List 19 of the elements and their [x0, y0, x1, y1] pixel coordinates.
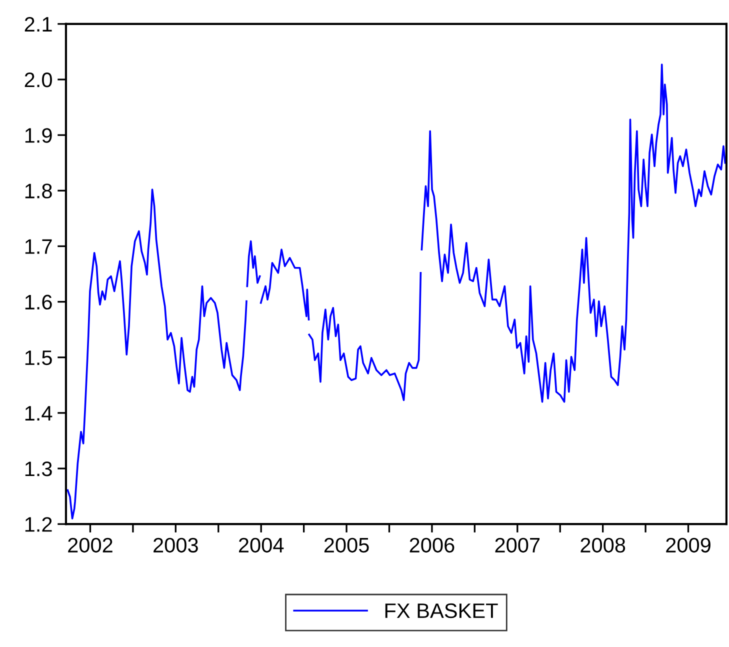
y-tick-label: 2.1: [24, 16, 52, 32]
x-tick-label: 2005: [324, 538, 369, 553]
x-tick-label: 2003: [154, 538, 198, 553]
y-tick-label: 1.6: [25, 294, 52, 310]
x-tick-label: 2004: [238, 538, 284, 553]
y-tick-label: 1.5: [25, 350, 52, 366]
y-tick-label: 1.3: [25, 462, 52, 476]
y-tick-label: 2.0: [24, 72, 52, 88]
x-tick-label: 2008: [580, 538, 626, 553]
x-tick-label: 2007: [495, 538, 540, 553]
y-tick-label: 1.2: [25, 517, 52, 532]
y-tick-label: 1.7: [25, 239, 52, 254]
y-tick-label: 1.4: [25, 406, 52, 420]
x-tick-label: 2002: [68, 538, 112, 553]
legend-label: FX BASKET: [385, 603, 498, 618]
x-tick-label: 2009: [666, 538, 710, 553]
x-tick-label: 2006: [410, 538, 454, 553]
y-tick-label: 1.8: [25, 184, 52, 198]
y-tick-label: 1.9: [25, 128, 52, 143]
